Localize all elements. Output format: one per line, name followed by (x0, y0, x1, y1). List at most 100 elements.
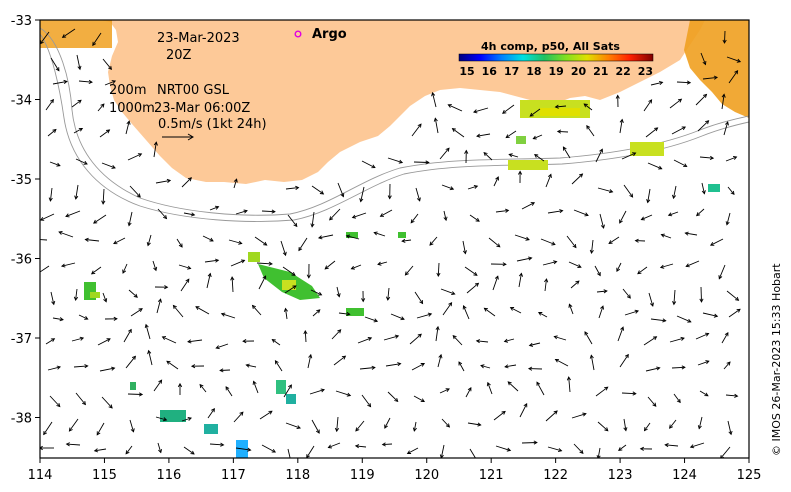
current-arrow (65, 442, 81, 447)
current-arrow (254, 236, 268, 246)
credit-label: © IMOS 26-Mar-2023 15:33 Hobart (770, 263, 783, 456)
current-arrow (336, 286, 341, 298)
current-arrow (725, 393, 739, 398)
current-arrow (242, 339, 255, 344)
current-arrow (154, 285, 169, 290)
current-arrow (125, 445, 133, 455)
current-arrow (702, 312, 719, 318)
current-arrow (597, 187, 614, 194)
colorbar-tick-label: 23 (638, 65, 653, 78)
current-arrow (361, 160, 376, 169)
current-arrow (52, 79, 68, 85)
current-arrow (101, 162, 116, 169)
current-arrow (464, 149, 469, 164)
current-arrow (483, 151, 493, 161)
current-arrow (271, 338, 281, 346)
current-arrow (71, 99, 82, 108)
current-arrow (441, 418, 451, 428)
current-arrow (728, 70, 739, 84)
current-arrow (570, 280, 580, 289)
current-arrow (566, 376, 571, 393)
current-arrow (553, 335, 567, 341)
current-arrow (676, 315, 692, 323)
current-arrow (228, 239, 243, 245)
current-arrow (311, 185, 325, 195)
depth-1000m-label: 1000m (109, 101, 155, 116)
current-arrow (47, 128, 57, 137)
current-arrow (334, 416, 340, 433)
current-arrow (571, 173, 584, 185)
current-arrow (667, 211, 679, 217)
current-arrow (596, 447, 601, 458)
current-arrow (473, 107, 489, 114)
current-arrow (317, 234, 334, 240)
current-arrow (40, 265, 50, 275)
current-arrow (492, 275, 499, 291)
current-arrow (700, 52, 707, 66)
current-arrow (383, 334, 400, 341)
current-arrow (595, 148, 603, 163)
current-arrow (409, 333, 422, 345)
current-arrow (73, 364, 89, 369)
current-arrow (619, 353, 629, 368)
current-arrow (166, 360, 179, 370)
colorbar-tick-label: 15 (459, 65, 474, 78)
current-arrow (259, 410, 273, 420)
current-arrow (608, 236, 620, 245)
current-arrow (354, 444, 367, 449)
current-arrow (414, 291, 424, 305)
current-arrow (152, 260, 158, 272)
current-arrow (701, 182, 706, 195)
current-arrow (350, 264, 362, 270)
current-arrow (440, 288, 456, 296)
current-arrow (554, 358, 569, 367)
current-arrow (283, 307, 288, 320)
current-arrow (495, 445, 512, 452)
x-tick-label: 119 (350, 468, 375, 483)
current-arrow (144, 323, 151, 340)
current-arrow (359, 365, 376, 370)
current-arrow (695, 93, 708, 106)
current-arrow (327, 442, 341, 449)
current-arrow (545, 410, 558, 422)
current-arrow (621, 152, 637, 160)
current-arrow (359, 186, 365, 203)
current-arrow (285, 185, 300, 190)
current-arrow (721, 331, 729, 344)
current-arrow (619, 210, 627, 224)
current-arrow (476, 133, 491, 138)
current-arrow (73, 127, 84, 134)
current-arrow (102, 292, 108, 303)
current-arrow (125, 120, 131, 135)
current-arrow (699, 286, 704, 303)
colorbar-ticks: 15 16 17 18 19 20 21 22 23 (459, 65, 653, 78)
current-arrow (727, 186, 735, 196)
current-arrow (718, 264, 726, 280)
x-tick-label: 120 (414, 468, 439, 483)
current-arrow (699, 155, 715, 161)
current-arrow (335, 390, 352, 397)
current-arrow (190, 364, 205, 369)
current-arrow (180, 278, 190, 292)
current-arrow (723, 121, 729, 136)
current-arrow (127, 211, 133, 227)
current-arrow (728, 308, 741, 318)
current-arrow (599, 213, 605, 229)
current-arrow (129, 185, 141, 198)
current-arrow (411, 363, 426, 371)
colorbar-tick-label: 19 (549, 65, 564, 78)
current-arrow (521, 440, 538, 445)
argo-label: Argo (312, 27, 347, 42)
current-arrow (146, 234, 152, 247)
current-arrow (709, 238, 724, 246)
current-arrow (669, 419, 677, 429)
current-arrow (623, 184, 634, 198)
current-arrow (509, 307, 522, 314)
current-arrow (355, 420, 365, 432)
current-arrow (361, 290, 366, 303)
current-arrow (673, 159, 688, 168)
current-arrow (562, 146, 571, 159)
current-arrow (311, 419, 320, 434)
current-arrow (699, 390, 709, 397)
current-arrow (75, 158, 88, 165)
